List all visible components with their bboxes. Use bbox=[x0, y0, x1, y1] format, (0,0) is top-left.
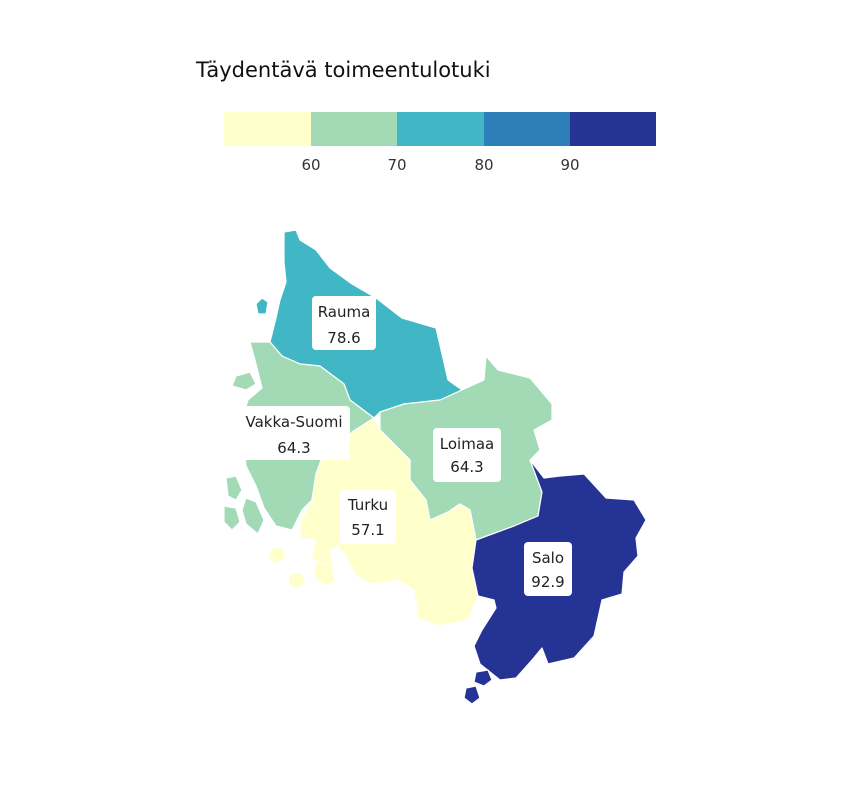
legend-swatch-3 bbox=[397, 112, 484, 146]
label-vakka-suomi-value: 64.3 bbox=[277, 439, 310, 457]
legend-swatch-4 bbox=[484, 112, 570, 146]
label-box-salo bbox=[524, 542, 572, 596]
label-loimaa-name: Loimaa bbox=[440, 435, 494, 453]
legend-color-bar bbox=[224, 112, 656, 146]
legend-swatch-2 bbox=[311, 112, 397, 146]
legend: Täydentävä toimeentulotuki 60 70 80 90 bbox=[195, 58, 656, 174]
legend-break-70: 70 bbox=[387, 156, 406, 174]
legend-break-80: 80 bbox=[474, 156, 493, 174]
label-rauma: Rauma 78.6 bbox=[312, 296, 376, 350]
legend-swatch-5 bbox=[570, 112, 656, 146]
label-turku-name: Turku bbox=[347, 496, 388, 514]
legend-swatch-1 bbox=[224, 112, 311, 146]
legend-break-60: 60 bbox=[301, 156, 320, 174]
label-loimaa-value: 64.3 bbox=[450, 458, 483, 476]
legend-title: Täydentävä toimeentulotuki bbox=[195, 58, 491, 82]
region-labels: Rauma 78.6 Vakka-Suomi 64.3 Loimaa 64.3 … bbox=[238, 296, 572, 596]
label-salo-name: Salo bbox=[532, 549, 564, 567]
label-box-vakka-suomi bbox=[238, 406, 350, 460]
label-box-loimaa bbox=[433, 428, 501, 482]
label-box-rauma bbox=[312, 296, 376, 350]
label-turku-value: 57.1 bbox=[351, 521, 384, 539]
label-turku: Turku 57.1 bbox=[340, 490, 396, 544]
label-rauma-name: Rauma bbox=[318, 303, 371, 321]
label-rauma-value: 78.6 bbox=[327, 329, 360, 347]
label-salo: Salo 92.9 bbox=[524, 542, 572, 596]
label-vakka-suomi-name: Vakka-Suomi bbox=[246, 413, 343, 431]
legend-break-90: 90 bbox=[560, 156, 579, 174]
label-salo-value: 92.9 bbox=[531, 573, 564, 591]
label-box-turku bbox=[340, 490, 396, 544]
label-loimaa: Loimaa 64.3 bbox=[433, 428, 501, 482]
label-vakka-suomi: Vakka-Suomi 64.3 bbox=[238, 406, 350, 460]
